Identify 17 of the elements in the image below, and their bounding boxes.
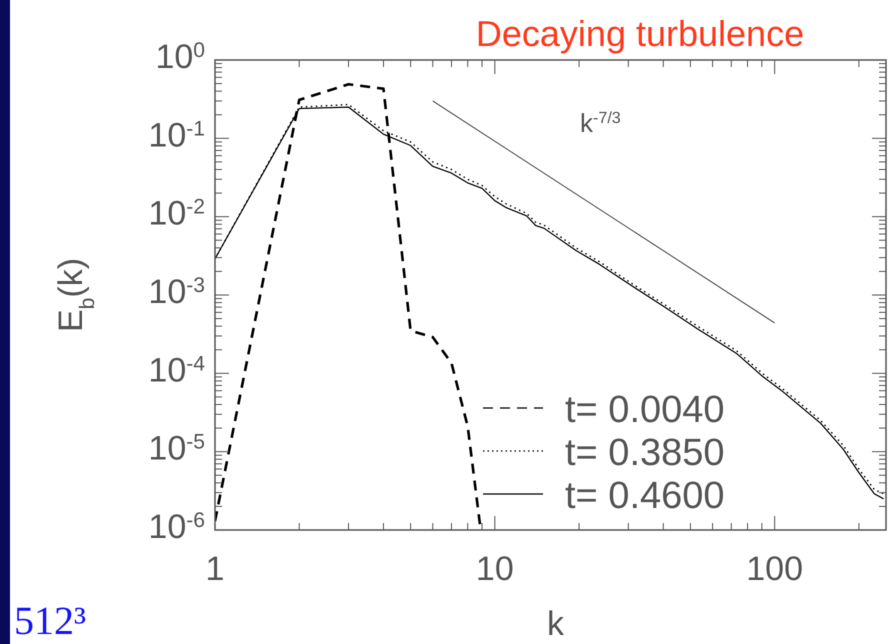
annotation: k$^{-7/3}$: [580, 108, 621, 138]
x-tick-label: 100: [746, 550, 804, 588]
y-tick-label: 10$^{0}$: [155, 38, 205, 76]
chart-title: Decaying turbulence: [476, 13, 804, 54]
y-tick-label: 10$^{-5}$: [148, 430, 205, 468]
text: 512³: [14, 598, 86, 643]
x-axis-title: k: [547, 605, 565, 643]
legend-label: t= 0.0040: [565, 389, 725, 431]
y-tick-label: 10$^{-3}$: [148, 273, 205, 311]
x-tick-label: 1: [206, 550, 224, 588]
y-tick-label: 10$^{-1}$: [148, 116, 205, 154]
y-tick-label: 10$^{-2}$: [148, 194, 205, 233]
y-tick-label: 10$^{-4}$: [148, 351, 206, 390]
legend-label: t= 0.3850: [565, 432, 725, 474]
legend-label: t= 0.4600: [565, 475, 725, 517]
y-tick-label: 10$^{-6}$: [148, 508, 205, 546]
x-tick-label: 10: [476, 550, 514, 588]
